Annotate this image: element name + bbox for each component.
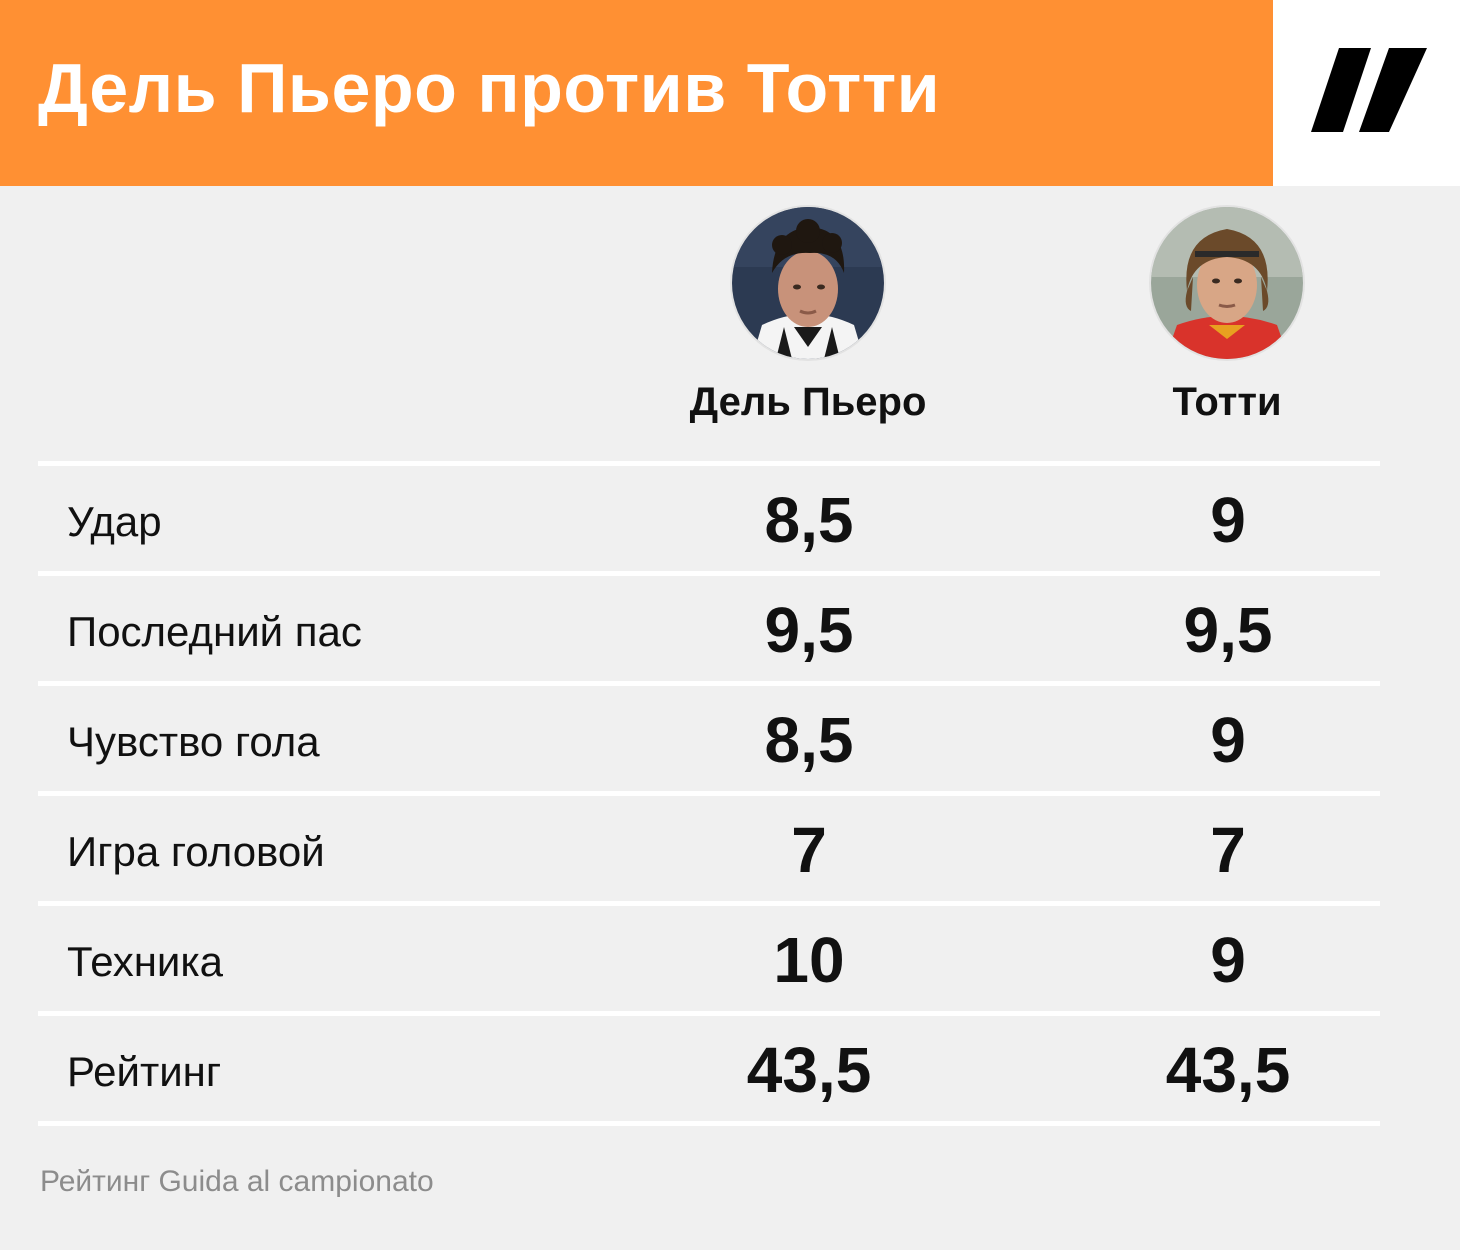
totti-value: 9: [1210, 924, 1246, 996]
stat-label: Чувство гола: [67, 718, 320, 765]
table-row: Чувство гола 8,5 9: [38, 681, 1380, 791]
stat-label: Рейтинг: [67, 1048, 222, 1095]
logo[interactable]: [1273, 0, 1460, 186]
totti-value: 9,5: [1183, 594, 1273, 666]
del-piero-value: 7: [791, 814, 827, 886]
table-row: Последний пас 9,5 9,5: [38, 571, 1380, 681]
comparison-table: Удар 8,5 9 Последний пас 9,5 9,5 Чувство…: [38, 461, 1380, 1126]
player-del-piero: Дель Пьеро: [638, 207, 978, 427]
player-avatar-icon: [1151, 207, 1303, 359]
page-title: Дель Пьеро против Тотти: [38, 49, 941, 127]
slash-logo-icon: [1311, 48, 1427, 132]
del-piero-value: 9,5: [764, 594, 854, 666]
table-row: Рейтинг 43,5 43,5: [38, 1011, 1380, 1126]
player-name: Дель Пьеро: [689, 380, 927, 424]
totti-value: 9: [1210, 704, 1246, 776]
del-piero-value: 43,5: [746, 1034, 872, 1106]
table-row: Техника 10 9: [38, 901, 1380, 1011]
stat-label: Техника: [67, 938, 224, 985]
stat-label: Последний пас: [67, 608, 362, 655]
header-banner: Дель Пьеро против Тотти: [0, 0, 1273, 186]
del-piero-value: 8,5: [764, 704, 854, 776]
player-totti: Тотти: [1057, 207, 1397, 427]
table-row: Игра головой 7 7: [38, 791, 1380, 901]
totti-value: 9: [1210, 484, 1246, 556]
stat-label: Игра головой: [67, 828, 325, 875]
del-piero-value: 10: [773, 924, 845, 996]
totti-value: 7: [1210, 814, 1246, 886]
stat-label: Удар: [67, 498, 162, 545]
totti-value: 43,5: [1165, 1034, 1291, 1106]
player-name: Тотти: [1172, 380, 1282, 424]
table-row: Удар 8,5 9: [38, 461, 1380, 571]
player-avatar-icon: [732, 207, 884, 359]
del-piero-value: 8,5: [764, 484, 854, 556]
source-caption: Рейтинг Guida al campionato: [40, 1165, 434, 1198]
